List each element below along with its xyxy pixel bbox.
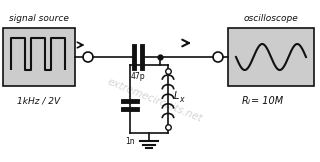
Text: signal source: signal source: [9, 14, 69, 23]
Text: 1n: 1n: [125, 137, 135, 146]
Text: extremecircuits.net: extremecircuits.net: [106, 76, 204, 124]
Text: 47p: 47p: [131, 72, 145, 81]
Text: i: i: [247, 99, 250, 105]
Text: oscilloscope: oscilloscope: [244, 14, 298, 23]
Text: L: L: [174, 91, 180, 101]
Bar: [228, 28, 314, 86]
Text: = 10M: = 10M: [251, 96, 283, 106]
Text: x: x: [180, 96, 184, 104]
Bar: [3, 28, 75, 86]
Text: 1kHz / 2V: 1kHz / 2V: [17, 96, 60, 105]
Text: R: R: [242, 96, 249, 106]
